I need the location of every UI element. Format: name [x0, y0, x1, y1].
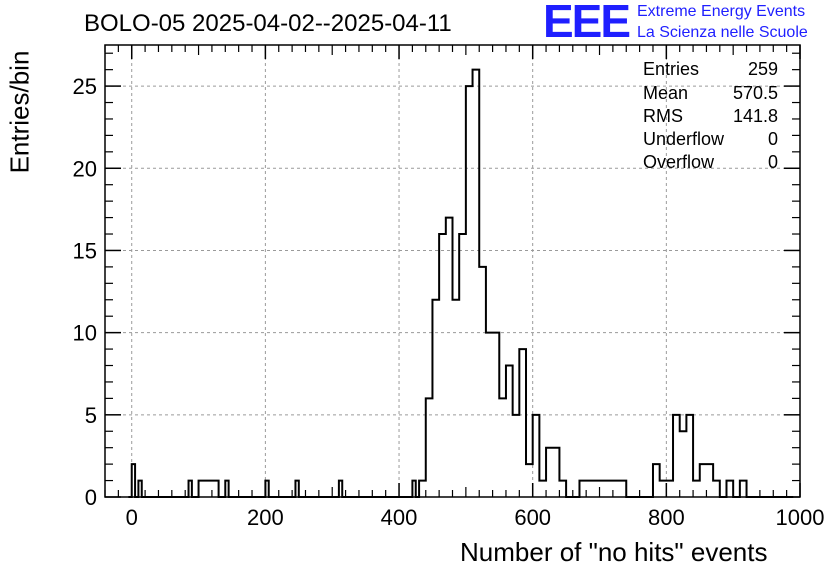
x-tick-label: 600 — [514, 505, 551, 530]
stat-entries-label: Entries — [643, 59, 700, 79]
y-tick-label: 0 — [85, 485, 97, 510]
stat-mean-label: Mean — [643, 83, 689, 103]
y-tick-label: 25 — [73, 74, 97, 99]
logo-line1: Extreme Energy Events — [637, 3, 806, 20]
stat-mean-value: 570.5 — [732, 83, 778, 103]
stat-overflow-label: Overflow — [643, 152, 715, 172]
grid-lines — [105, 45, 801, 497]
x-tick-label: 1000 — [776, 505, 825, 530]
y-tick-label: 10 — [73, 321, 97, 346]
plot-frame — [104, 44, 801, 498]
stat-underflow-label: Underflow — [643, 129, 725, 149]
y-tick-label: 20 — [73, 156, 97, 181]
stat-rms-label: RMS — [643, 106, 683, 126]
stat-entries-value: 259 — [747, 59, 778, 79]
histogram-series — [128, 68, 794, 498]
stat-overflow-value: 0 — [767, 152, 778, 172]
chart-title: BOLO-05 2025-04-02--2025-04-11 — [84, 10, 452, 37]
y-tick-label: 15 — [73, 238, 97, 263]
x-tick-label: 0 — [126, 505, 138, 530]
x-tick-label: 800 — [648, 505, 685, 530]
x-tick-label: 200 — [247, 505, 284, 530]
eee-logo: EEE — [543, 0, 631, 47]
x-axis-label: Number of "no hits" events — [460, 537, 768, 567]
logo-line2: La Scienza nelle Scuole — [637, 24, 808, 41]
y-tick-label: 5 — [85, 403, 97, 428]
y-axis-ticks: 0 5 10 15 20 25 — [73, 52, 800, 510]
y-axis-label: Entries/bin — [4, 50, 35, 174]
x-axis-ticks: 0 200 400 600 800 1000 — [104, 45, 825, 530]
stat-underflow-value: 0 — [767, 129, 778, 149]
stat-rms-value: 141.8 — [732, 106, 778, 126]
x-tick-label: 400 — [381, 505, 418, 530]
